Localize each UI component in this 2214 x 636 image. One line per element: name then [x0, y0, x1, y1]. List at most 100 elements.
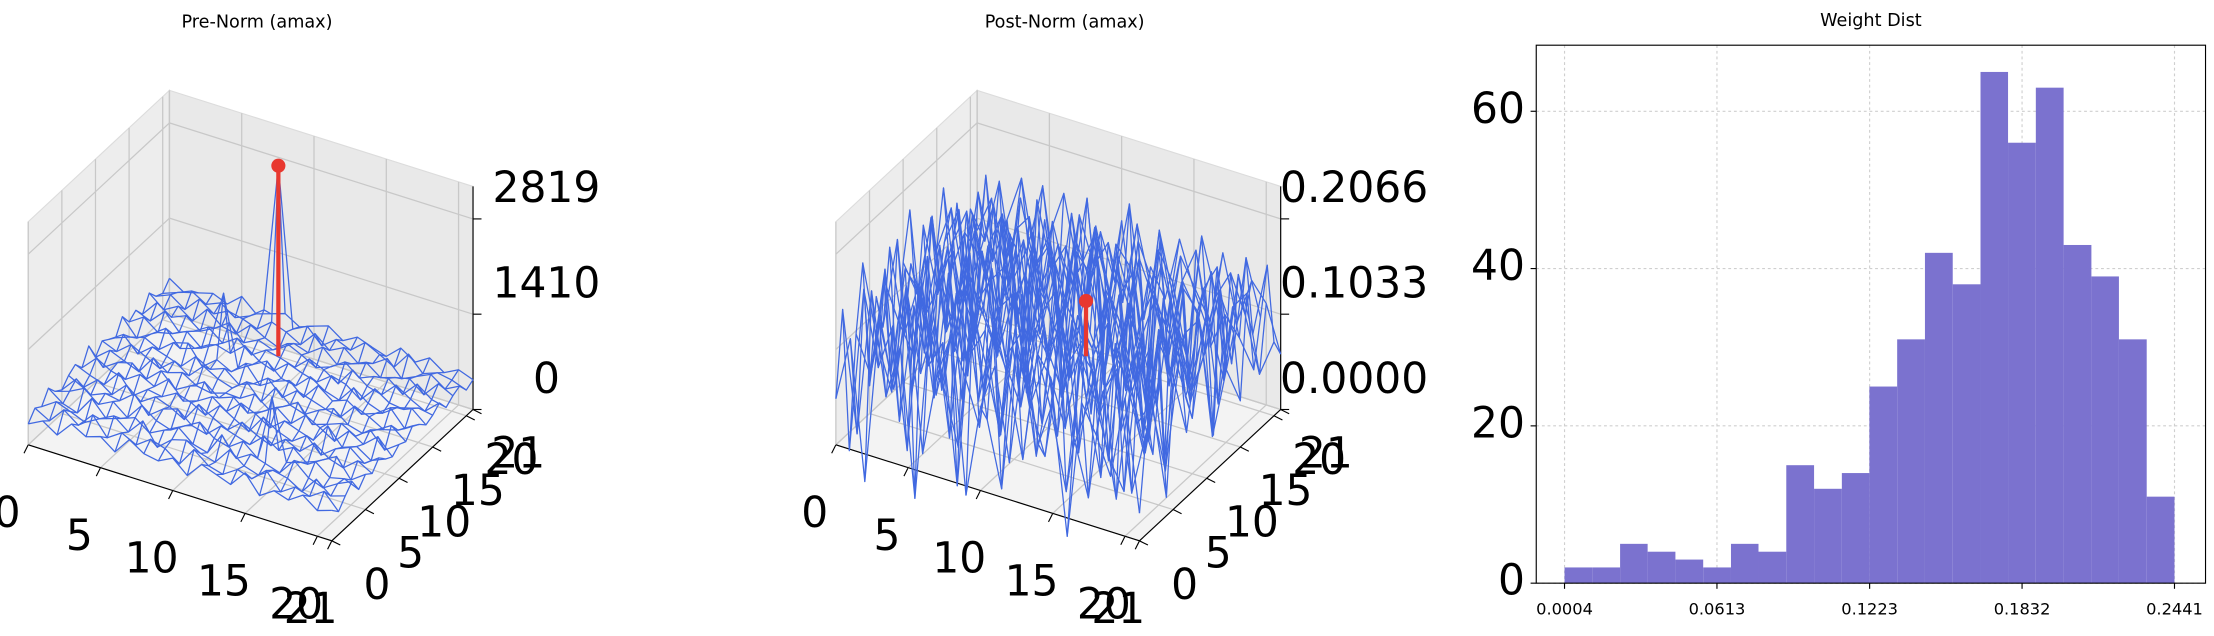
wire-column [1138, 264, 1282, 514]
y-tick-label: 5 [1205, 529, 1232, 578]
wire-column [244, 353, 387, 480]
x-tick-label: 5 [874, 511, 901, 560]
tick-mark [472, 408, 482, 415]
wire-column [273, 353, 416, 493]
tick-mark [23, 444, 29, 454]
grid-line [976, 122, 1281, 220]
grid-line [27, 122, 170, 255]
y-tick-label: 10 [417, 497, 471, 546]
y-tick-label: 20 [485, 435, 539, 484]
x-tick-label: 0.2441 [2146, 599, 2203, 618]
wire-row [115, 336, 420, 430]
wire-row [168, 277, 474, 381]
tick-mark [168, 490, 174, 500]
tick-mark [1134, 540, 1140, 550]
x-axis [28, 444, 332, 542]
x-tick-label: 21 [284, 584, 338, 633]
wire-column [129, 292, 271, 446]
histogram-bar [2091, 276, 2119, 584]
x-tick-label: 21 [1091, 584, 1145, 633]
wire-column [186, 325, 330, 476]
y-tick-label: 10 [1225, 497, 1279, 546]
wire-row [47, 387, 353, 489]
x-tick-label: 0.1832 [1994, 599, 2051, 618]
grid-line [316, 404, 459, 537]
histogram-bar [2146, 496, 2175, 584]
wire-row [108, 333, 413, 431]
tick-mark [398, 477, 408, 484]
x-tick-label: 0 [801, 488, 828, 537]
wire-column [157, 326, 300, 462]
histogram-bar [2035, 87, 2064, 584]
wire-column [230, 341, 373, 485]
wire-column [143, 165, 286, 454]
tick-mark [831, 444, 837, 454]
z-tick-label: 1410 [493, 258, 601, 307]
chart-title: Post-Norm (amax) [985, 13, 1145, 33]
wire-column [316, 369, 460, 511]
wire-row [936, 207, 1241, 402]
wire-column [287, 357, 431, 501]
x-tick-label: 0.0004 [1536, 599, 1593, 618]
tick-mark [1172, 509, 1182, 515]
z-tick-label: 0.1033 [1280, 258, 1428, 307]
tick-mark [432, 446, 442, 452]
tick-mark [331, 540, 341, 546]
tick-mark [1139, 540, 1149, 546]
wire-row [74, 364, 380, 465]
y-axis [1139, 409, 1282, 542]
tick-mark [312, 535, 318, 545]
grid-line [27, 217, 170, 350]
wire-row [95, 349, 400, 451]
wire-column [1008, 223, 1152, 463]
histogram-bar [1897, 339, 1925, 584]
tick-mark [1120, 535, 1126, 545]
grid-line [169, 217, 474, 315]
y-tick-label: 40 [1471, 241, 1525, 290]
histogram-bar [1675, 559, 1704, 584]
wire-column [56, 290, 199, 436]
wire-column [302, 371, 445, 497]
tick-mark [240, 513, 246, 523]
tick-mark [365, 509, 375, 515]
chart-title: Weight Dist [1820, 11, 1922, 31]
histogram-bar [1869, 386, 1898, 584]
axes-frame [1535, 44, 2207, 584]
histogram-bar [1841, 473, 1870, 584]
histogram-bar [1647, 551, 1676, 584]
x-tick-label: 5 [66, 511, 93, 560]
wire-row [41, 401, 346, 497]
histogram-bar [1620, 543, 1648, 584]
y-tick-label: 0 [1171, 560, 1198, 609]
grid-line [162, 319, 467, 417]
histogram-bar [1730, 543, 1759, 584]
y-tick-label: 21 [491, 429, 545, 478]
wire-column [71, 293, 214, 426]
grid-line [100, 335, 243, 469]
grid-line [835, 122, 978, 255]
y-tick-label: 60 [1471, 84, 1525, 133]
tick-mark [1273, 415, 1283, 421]
y-tick-label: 21 [1299, 429, 1353, 478]
x-tick-label: 15 [197, 556, 251, 605]
histogram-bar [1952, 284, 1981, 584]
wire-column [979, 220, 1123, 436]
wire-row [28, 420, 332, 512]
wire-column [864, 174, 1007, 482]
y-tick-label: 15 [451, 466, 505, 515]
x-tick-label: 10 [125, 534, 179, 583]
histogram-bar [2063, 244, 2092, 584]
wire-column [258, 347, 402, 496]
y-tick-label: 15 [1259, 466, 1313, 515]
x-tick-label: 0.1223 [1841, 599, 1898, 618]
wire-column [216, 336, 358, 476]
wire-row [81, 357, 386, 462]
z-tick-label: 0 [533, 354, 560, 403]
wire-column [100, 296, 243, 439]
z-tick-label: 2819 [493, 163, 601, 212]
histogram-bar [2008, 142, 2036, 584]
histogram-bar [1980, 71, 2009, 584]
tick-mark [1047, 513, 1054, 523]
